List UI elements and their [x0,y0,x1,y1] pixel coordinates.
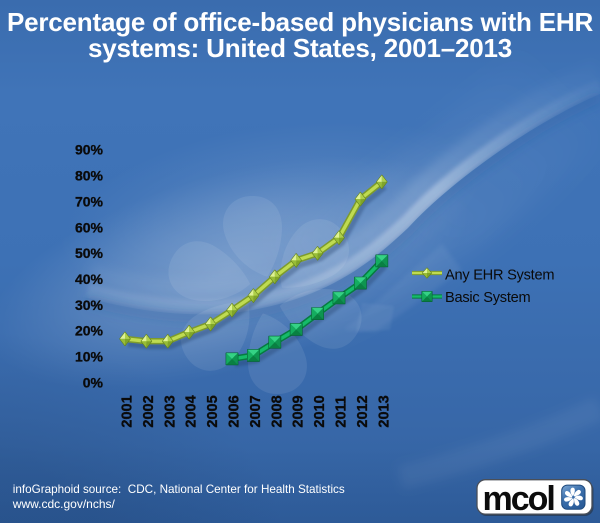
svg-text:80%: 80% [75,168,104,184]
svg-text:2012: 2012 [355,395,371,427]
svg-text:30%: 30% [75,297,104,313]
svg-text:50%: 50% [75,245,104,261]
svg-text:2005: 2005 [205,395,221,427]
svg-text:mcol: mcol [483,480,555,518]
svg-text:2001: 2001 [120,395,136,427]
svg-text:2007: 2007 [248,395,264,427]
svg-text:60%: 60% [75,219,104,235]
svg-text:Basic System: Basic System [445,290,530,306]
svg-text:2002: 2002 [141,395,157,427]
svg-text:Percentage of office-based phy: Percentage of office-based physicians wi… [7,7,593,37]
svg-text:2010: 2010 [312,395,328,427]
svg-text:2004: 2004 [184,395,200,427]
svg-text:2009: 2009 [291,395,307,427]
svg-text:Any EHR System: Any EHR System [445,268,554,284]
svg-text:70%: 70% [75,193,104,209]
svg-text:20%: 20% [75,323,104,339]
svg-text:40%: 40% [75,271,104,287]
svg-text:0%: 0% [83,374,104,390]
svg-text:systems: United States, 2001–2: systems: United States, 2001–2013 [88,33,512,63]
svg-text:2003: 2003 [162,395,178,427]
svg-text:infoGraphoid source: CDC, Nat: infoGraphoid source: CDC, National Cente… [13,483,345,496]
svg-text:10%: 10% [75,349,104,365]
svg-text:90%: 90% [75,142,104,158]
svg-text:2006: 2006 [227,395,243,427]
svg-text:2013: 2013 [376,395,392,427]
svg-text:www.cdc.gov/nchs/: www.cdc.gov/nchs/ [12,497,116,511]
svg-text:2008: 2008 [269,395,285,427]
svg-text:2011: 2011 [334,396,350,427]
